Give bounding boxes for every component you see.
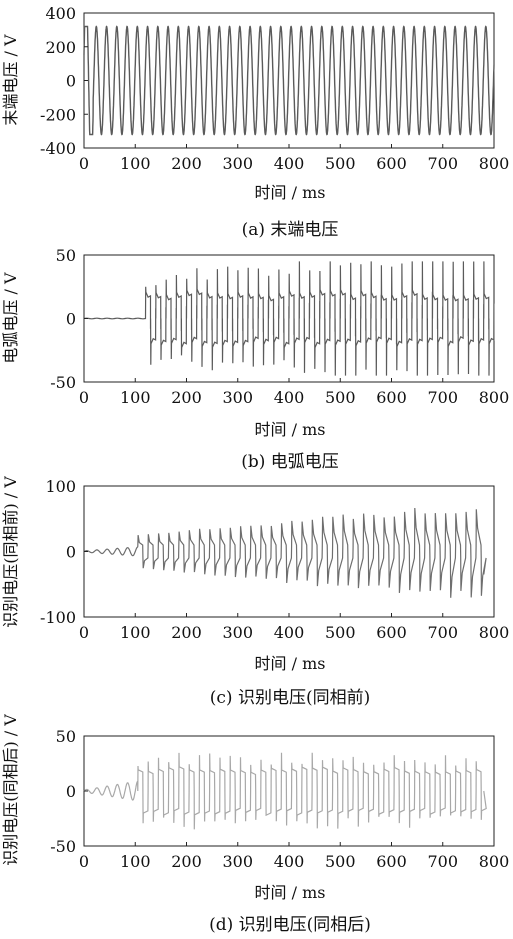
- x-tick-label: 400: [274, 852, 305, 871]
- panel-d-xlabel: 时间 / ms: [255, 883, 326, 902]
- panel-a-yticks: -400 -200 0 200 400: [40, 4, 88, 158]
- x-tick-label: 0: [79, 388, 89, 407]
- x-tick-label: 700: [427, 154, 458, 173]
- panel-c-ylabel: 识别电压(同相前) / V: [1, 476, 20, 628]
- x-tick-label: 200: [171, 623, 202, 642]
- x-tick-label: 100: [120, 623, 151, 642]
- panel-d-xticks: 0 100 200 300 400 500 600 700 800: [79, 842, 509, 871]
- panel-c-series: [83, 507, 487, 598]
- x-tick-label: 400: [274, 623, 305, 642]
- y-tick-label: 50: [56, 246, 76, 265]
- panel-a-caption: (a) 末端电压: [242, 220, 339, 240]
- panel-b-xlabel: 时间 / ms: [255, 420, 326, 439]
- x-tick-label: 300: [222, 154, 253, 173]
- x-tick-label: 800: [479, 154, 510, 173]
- panel-d-caption: (d) 识别电压(同相后): [209, 915, 371, 935]
- panel-c-caption: (c) 识别电压(同相前): [210, 688, 370, 708]
- x-tick-label: 300: [222, 852, 253, 871]
- x-tick-label: 500: [325, 623, 356, 642]
- panel-d-yticks: -50 0 50: [50, 727, 88, 856]
- x-tick-label: 600: [376, 388, 407, 407]
- panel-a-series: [83, 25, 495, 136]
- y-tick-label: -200: [40, 105, 76, 124]
- panel-d-series: [83, 752, 487, 830]
- y-tick-label: 0: [66, 72, 76, 91]
- panel-c-xticks: 0 100 200 300 400 500 600 700 800: [79, 613, 509, 642]
- y-tick-label: -50: [50, 837, 76, 856]
- y-tick-label: -400: [40, 139, 76, 158]
- x-tick-label: 400: [274, 388, 305, 407]
- panel-d-ylabel: 识别电压(同相后) / V: [1, 714, 20, 866]
- panel-c-frame: [83, 485, 495, 618]
- y-tick-label: 0: [66, 543, 76, 562]
- x-tick-label: 0: [79, 154, 89, 173]
- x-tick-label: 100: [120, 154, 151, 173]
- panel-c-xlabel: 时间 / ms: [255, 654, 326, 673]
- x-tick-label: 600: [376, 154, 407, 173]
- x-tick-label: 300: [222, 388, 253, 407]
- x-tick-label: 800: [479, 852, 510, 871]
- x-tick-label: 600: [376, 623, 407, 642]
- y-tick-label: 50: [56, 727, 76, 746]
- panel-b-yticks: -50 0 50: [50, 246, 88, 392]
- x-tick-label: 0: [79, 623, 89, 642]
- x-tick-label: 0: [79, 852, 89, 871]
- panel-b-series: [84, 261, 495, 376]
- x-tick-label: 100: [120, 852, 151, 871]
- y-tick-label: 0: [66, 782, 76, 801]
- x-tick-label: 500: [325, 154, 356, 173]
- x-tick-label: 200: [171, 154, 202, 173]
- x-tick-label: 500: [325, 388, 356, 407]
- y-tick-label: 0: [66, 310, 76, 329]
- x-tick-label: 300: [222, 623, 253, 642]
- panel-b-caption: (b) 电弧电压: [241, 452, 339, 472]
- panel-a-ylabel: 末端电压 / V: [1, 34, 20, 126]
- panel-a-xlabel: 时间 / ms: [255, 183, 326, 202]
- y-tick-label: 100: [45, 477, 76, 496]
- x-tick-label: 800: [479, 388, 510, 407]
- x-tick-label: 500: [325, 852, 356, 871]
- x-tick-label: 800: [479, 623, 510, 642]
- x-tick-label: 100: [120, 388, 151, 407]
- y-tick-label: -100: [40, 608, 76, 627]
- x-tick-label: 600: [376, 852, 407, 871]
- panel-b-ylabel: 电弧电压 / V: [1, 272, 20, 364]
- x-tick-label: 700: [427, 852, 458, 871]
- x-tick-label: 400: [274, 154, 305, 173]
- panel-a-xticks: 0 100 200 300 400 500 600 700 800: [79, 144, 509, 173]
- y-tick-label: 400: [45, 4, 76, 23]
- x-tick-label: 700: [427, 388, 458, 407]
- panel-c-yticks: -100 0 100: [40, 477, 88, 627]
- panel-d-frame: [83, 735, 495, 847]
- panel-a: 0 100 200 300 400 500 600 700 800 -400 -200 0 200 40…: [1, 4, 509, 240]
- x-tick-label: 200: [171, 388, 202, 407]
- y-tick-label: -50: [50, 373, 76, 392]
- panel-b-xticks: 0 100 200 300 400 500 600 700 800: [79, 378, 509, 407]
- x-tick-label: 200: [171, 852, 202, 871]
- y-tick-label: 200: [45, 38, 76, 57]
- x-tick-label: 700: [427, 623, 458, 642]
